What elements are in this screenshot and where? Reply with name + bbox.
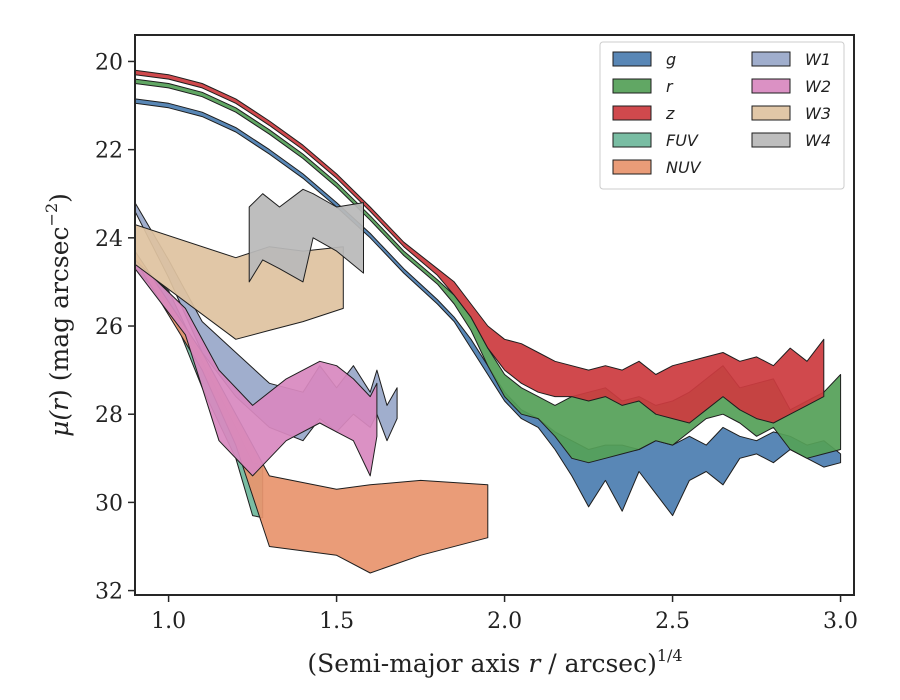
- legend-label-z: z: [665, 104, 675, 123]
- x-axis-label: (Semi-major axis r / arcsec)1/4: [307, 646, 682, 678]
- legend-swatch-w4: [751, 132, 791, 148]
- legend-label-fuv: FUV: [666, 131, 699, 150]
- y-tick-label: 28: [95, 403, 123, 428]
- legend-label-nuv: NUV: [666, 158, 702, 177]
- x-tick-label: 1.0: [151, 609, 186, 634]
- legend-label-r: r: [666, 77, 674, 96]
- series-areas: [135, 69, 842, 574]
- legend-label-w4: W4: [805, 131, 831, 150]
- y-tick-label: 22: [95, 139, 123, 164]
- legend-swatch-fuv: [612, 132, 652, 148]
- legend-label-g: g: [666, 50, 676, 69]
- legend-label-w3: W3: [805, 104, 831, 123]
- series-area-w4: [248, 188, 364, 283]
- x-tick-label: 3.0: [823, 609, 858, 634]
- legend-label-w1: W1: [805, 50, 831, 69]
- y-tick-label: 24: [95, 227, 123, 252]
- y-tick-label: 26: [95, 315, 123, 340]
- legend-label-w2: W2: [805, 77, 831, 96]
- legend-swatch-z: [612, 105, 652, 121]
- series-area-z: [135, 69, 825, 424]
- plot-frame: [134, 34, 855, 596]
- y-tick-label: 20: [95, 50, 123, 75]
- x-tick-label: 2.5: [655, 609, 690, 634]
- series-area-w2: [135, 259, 378, 477]
- legend-swatch-w1: [751, 51, 791, 67]
- series-area-g: [135, 98, 842, 517]
- legend-swatch-g: [612, 51, 652, 67]
- legend-swatch-nuv: [612, 159, 652, 175]
- x-tick-label: 1.5: [319, 609, 354, 634]
- legend-swatch-w3: [751, 105, 791, 121]
- legend: grz FUV NUV W1 W2 W3 W4: [599, 41, 845, 190]
- y-axis-ticks: 20 22 24 26 28 30 32: [95, 50, 135, 605]
- x-axis-ticks: 1.0 1.5 2.0 2.5 3.0: [151, 595, 858, 634]
- y-tick-label: 32: [95, 580, 123, 605]
- x-tick-label: 2.0: [487, 609, 522, 634]
- legend-swatch-r: [612, 78, 652, 94]
- y-axis-label: μ(r) (mag arcsec−2): [42, 193, 74, 437]
- legend-swatch-w2: [751, 78, 791, 94]
- y-tick-label: 30: [95, 491, 123, 516]
